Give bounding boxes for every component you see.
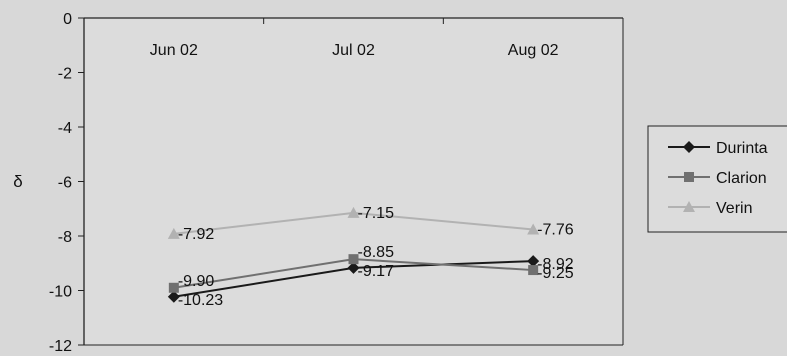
y-tick-label: -2 [58, 66, 72, 83]
y-tick-label: -8 [58, 229, 72, 246]
y-tick-label: -6 [58, 175, 72, 192]
data-point-durinta [347, 261, 360, 274]
y-tick-label: -12 [49, 338, 72, 351]
axes: 0 -2 -4 -6 -8 -10 -12 Jun 02 Jul 02 Aug 02 [49, 11, 624, 355]
y-tick-label: -4 [58, 120, 72, 137]
x-tick-label: Jul 02 [332, 42, 375, 59]
data-label-verin: -7.76 [537, 221, 574, 238]
data-label-clarion: -9.25 [537, 265, 574, 282]
y-axis-label: δ [13, 172, 22, 191]
data-label-durinta: -9.17 [358, 263, 395, 280]
legend-marker-verin [683, 201, 695, 212]
data-point-clarion [528, 265, 539, 276]
y-tick-label: 0 [63, 11, 72, 28]
data-point-verin [167, 227, 180, 239]
series-durinta: -10.23 -9.17 -8.92 [167, 255, 574, 309]
data-label-durinta: -8.92 [537, 256, 574, 273]
legend-label-durinta: Durinta [716, 140, 768, 157]
data-point-clarion [168, 282, 179, 293]
plot-area-background [84, 18, 623, 345]
x-tick-label: Jun 02 [150, 42, 198, 59]
legend: Durinta Clarion Verin [647, 125, 787, 233]
legend-label-verin: Verin [716, 200, 752, 217]
data-label-verin: -7.15 [358, 205, 395, 222]
data-point-verin [527, 223, 540, 235]
data-label-clarion: -9.90 [178, 273, 215, 290]
data-point-clarion [348, 254, 359, 265]
legend-marker-clarion [684, 172, 694, 182]
series-verin: -7.92 -7.15 -7.76 [167, 205, 574, 243]
y-tick-label: -10 [49, 284, 72, 301]
data-label-verin: -7.92 [178, 226, 215, 243]
data-label-clarion: -8.85 [358, 244, 395, 261]
x-tick-label: Aug 02 [508, 42, 559, 59]
data-point-durinta [527, 255, 540, 268]
series-layer: -10.23 -9.17 -8.92 -9.90 -8.85 -9.25 -7.92 -7.1… [167, 205, 574, 309]
data-point-verin [347, 206, 360, 218]
legend-box [647, 125, 787, 233]
legend-label-clarion: Clarion [716, 170, 767, 187]
data-point-durinta [167, 290, 180, 303]
series-clarion: -9.90 -8.85 -9.25 [168, 244, 574, 293]
legend-marker-durinta [683, 141, 695, 153]
data-label-durinta: -10.23 [178, 292, 223, 309]
